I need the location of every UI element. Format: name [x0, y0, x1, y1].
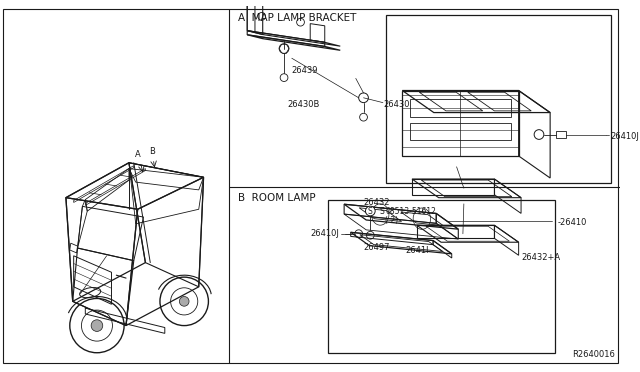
Text: A: A [135, 150, 141, 159]
Bar [386, 15, 611, 183]
Text: 26432: 26432 [364, 198, 390, 207]
Bar [328, 199, 554, 353]
Text: S: S [380, 208, 384, 217]
Bar [556, 131, 566, 138]
Text: 26430: 26430 [384, 100, 410, 109]
Text: 26439: 26439 [292, 66, 318, 75]
Text: 26410J: 26410J [611, 132, 639, 141]
Circle shape [91, 320, 103, 331]
Circle shape [365, 206, 375, 216]
Text: ( 2): ( 2) [385, 216, 398, 225]
Text: S: S [367, 207, 372, 216]
Text: -26410: -26410 [557, 218, 587, 227]
Text: 26430B: 26430B [287, 100, 319, 109]
Text: B: B [149, 147, 155, 156]
Text: 2641l: 2641l [405, 246, 429, 255]
Text: R2640016: R2640016 [572, 350, 615, 359]
Text: A  MAP LAMP BRACKET: A MAP LAMP BRACKET [237, 13, 356, 23]
Circle shape [179, 296, 189, 306]
Text: 26410J: 26410J [310, 229, 339, 238]
Text: B  ROOM LAMP: B ROOM LAMP [237, 193, 315, 203]
Text: 26497: 26497 [364, 243, 390, 252]
Text: 08513-51612: 08513-51612 [385, 208, 436, 217]
Text: 26432+A: 26432+A [522, 253, 561, 262]
